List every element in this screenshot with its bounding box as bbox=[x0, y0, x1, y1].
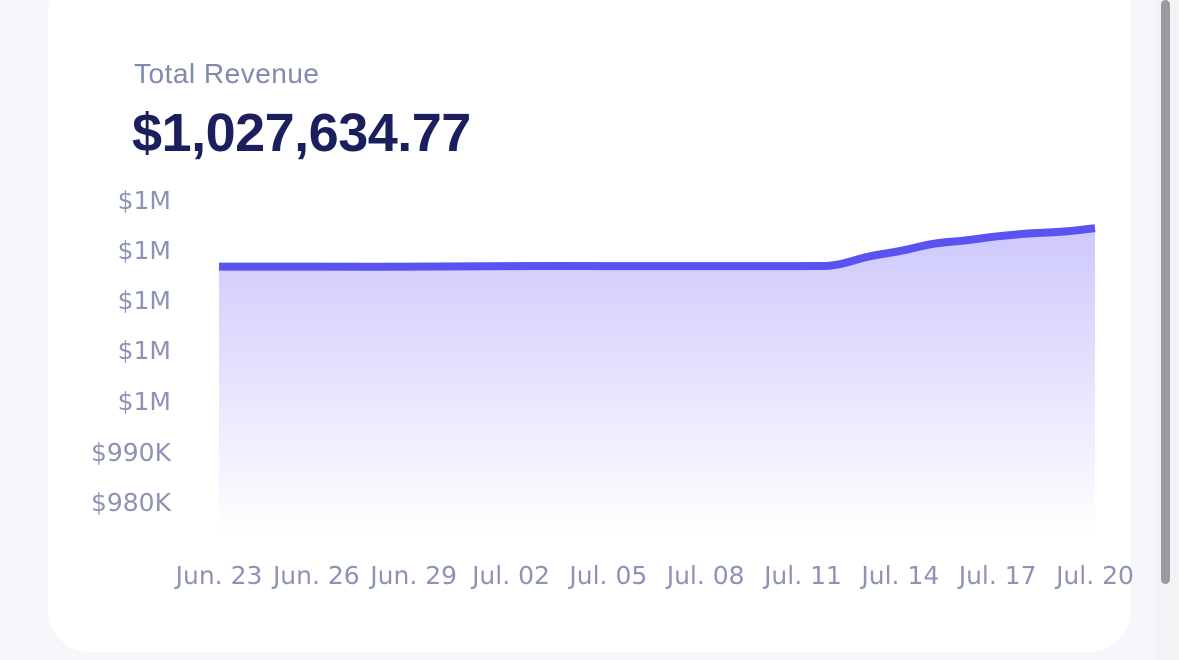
y-tick-label: $1M bbox=[118, 186, 171, 215]
y-tick-label: $990K bbox=[91, 438, 172, 467]
revenue-area-fill bbox=[219, 228, 1095, 535]
total-revenue-amount: $1,027,634.77 bbox=[132, 103, 471, 163]
x-tick-label: Jun. 26 bbox=[271, 561, 360, 590]
scrollbar-thumb[interactable] bbox=[1161, 0, 1170, 584]
x-tick-label: Jun. 23 bbox=[174, 561, 263, 590]
revenue-series-line bbox=[218, 224, 1096, 271]
y-tick-label: $980K bbox=[91, 488, 172, 517]
x-tick-label: Jun. 29 bbox=[368, 561, 457, 590]
x-tick-label: Jul. 20 bbox=[1054, 561, 1134, 590]
x-tick-label: Jul. 02 bbox=[470, 561, 550, 590]
x-tick-label: Jul. 08 bbox=[665, 561, 745, 590]
y-tick-label: $1M bbox=[118, 236, 171, 265]
x-tick-label: Jul. 17 bbox=[957, 561, 1037, 590]
x-tick-label: Jul. 11 bbox=[762, 561, 842, 590]
y-tick-label: $1M bbox=[118, 336, 171, 365]
card-title: Total Revenue bbox=[134, 58, 320, 89]
x-tick-label: Jul. 05 bbox=[567, 561, 647, 590]
y-tick-label: $1M bbox=[118, 387, 171, 416]
y-tick-label: $1M bbox=[118, 286, 171, 315]
x-tick-label: Jul. 14 bbox=[859, 561, 939, 590]
